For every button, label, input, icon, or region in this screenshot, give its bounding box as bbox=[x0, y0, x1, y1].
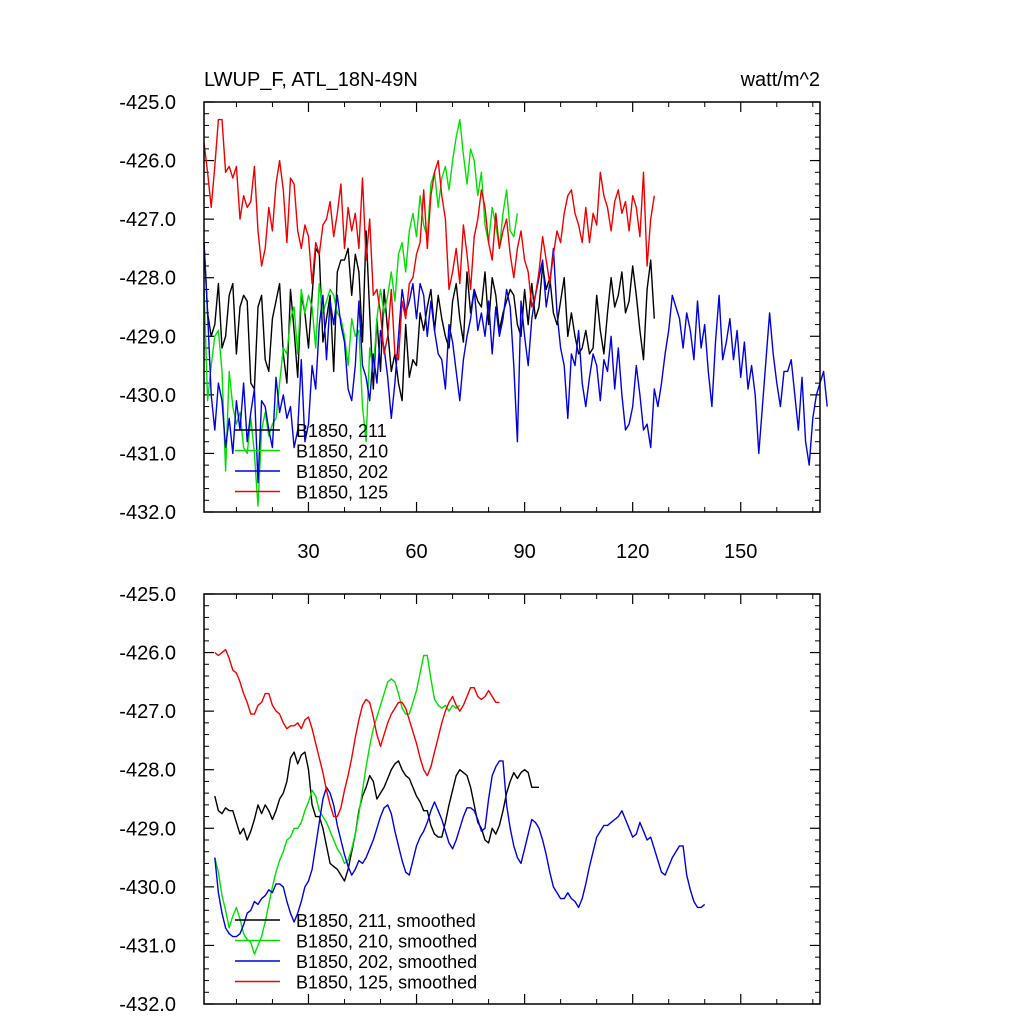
top-series-group bbox=[203, 118, 828, 507]
series-line-b1850-210-smoothed bbox=[214, 654, 461, 955]
y-tick-label: -430.0 bbox=[119, 877, 176, 899]
legend-label: B1850, 210 bbox=[296, 442, 388, 462]
y-tick-label: -428.0 bbox=[119, 760, 176, 782]
x-tick-label: 90 bbox=[513, 541, 535, 563]
x-tick-label: 120 bbox=[616, 541, 649, 563]
y-tick-label: -431.0 bbox=[119, 443, 176, 465]
legend-label: B1850, 125 bbox=[296, 483, 388, 503]
y-tick-label: -425.0 bbox=[119, 584, 176, 606]
y-tick-label: -431.0 bbox=[119, 935, 176, 957]
y-tick-label: -426.0 bbox=[119, 151, 176, 173]
series-line-b1850-211 bbox=[203, 230, 655, 402]
series-line-b1850-125-smoothed bbox=[214, 648, 500, 818]
y-tick-label: -432.0 bbox=[119, 502, 176, 524]
y-tick-label: -430.0 bbox=[119, 385, 176, 407]
legend-label: B1850, 211 bbox=[296, 421, 387, 441]
series-line-b1850-202 bbox=[203, 242, 828, 484]
series-line-b1850-202-smoothed bbox=[214, 760, 706, 938]
x-tick-label: 150 bbox=[724, 541, 757, 563]
y-tick-label: -428.0 bbox=[119, 268, 176, 290]
chart-title: LWUP_F, ATL_18N-49N bbox=[204, 69, 418, 91]
y-tick-label: -426.0 bbox=[119, 643, 176, 665]
y-tick-label: -427.0 bbox=[119, 701, 176, 723]
top-plot-frame bbox=[203, 101, 821, 513]
top-panel: LWUP_F, ATL_18N-49N watt/m^2 -425.0 -426.… bbox=[119, 69, 828, 563]
legend-label: B1850, 211, smoothed bbox=[296, 911, 476, 931]
x-tick-label: 60 bbox=[405, 541, 427, 563]
y-tick-label: -425.0 bbox=[119, 92, 176, 114]
units-label: watt/m^2 bbox=[740, 69, 820, 91]
bottom-panel: -425.0 -426.0 -427.0 -428.0 -429.0 -430.0 -431… bbox=[119, 584, 821, 1016]
legend-label: B1850, 202, smoothed bbox=[296, 952, 477, 972]
series-line-b1850-125 bbox=[203, 118, 655, 361]
bottom-series-group bbox=[214, 648, 706, 955]
legend-label: B1850, 125, smoothed bbox=[296, 973, 477, 993]
y-tick-label: -429.0 bbox=[119, 818, 176, 840]
x-tick-label: 30 bbox=[297, 541, 319, 563]
y-tick-label: -427.0 bbox=[119, 209, 176, 231]
bottom-plot-frame bbox=[203, 593, 821, 1005]
legend-label: B1850, 210, smoothed bbox=[296, 932, 477, 952]
y-tick-label: -432.0 bbox=[119, 994, 176, 1016]
top-axes: -425.0 -426.0 -427.0 -428.0 -429.0 -430.0 -431… bbox=[119, 92, 820, 563]
series-line-b1850-210 bbox=[203, 118, 519, 507]
legend-label: B1850, 202 bbox=[296, 462, 388, 482]
series-line-b1850-211-smoothed bbox=[214, 751, 539, 882]
y-tick-label: -429.0 bbox=[119, 326, 176, 348]
